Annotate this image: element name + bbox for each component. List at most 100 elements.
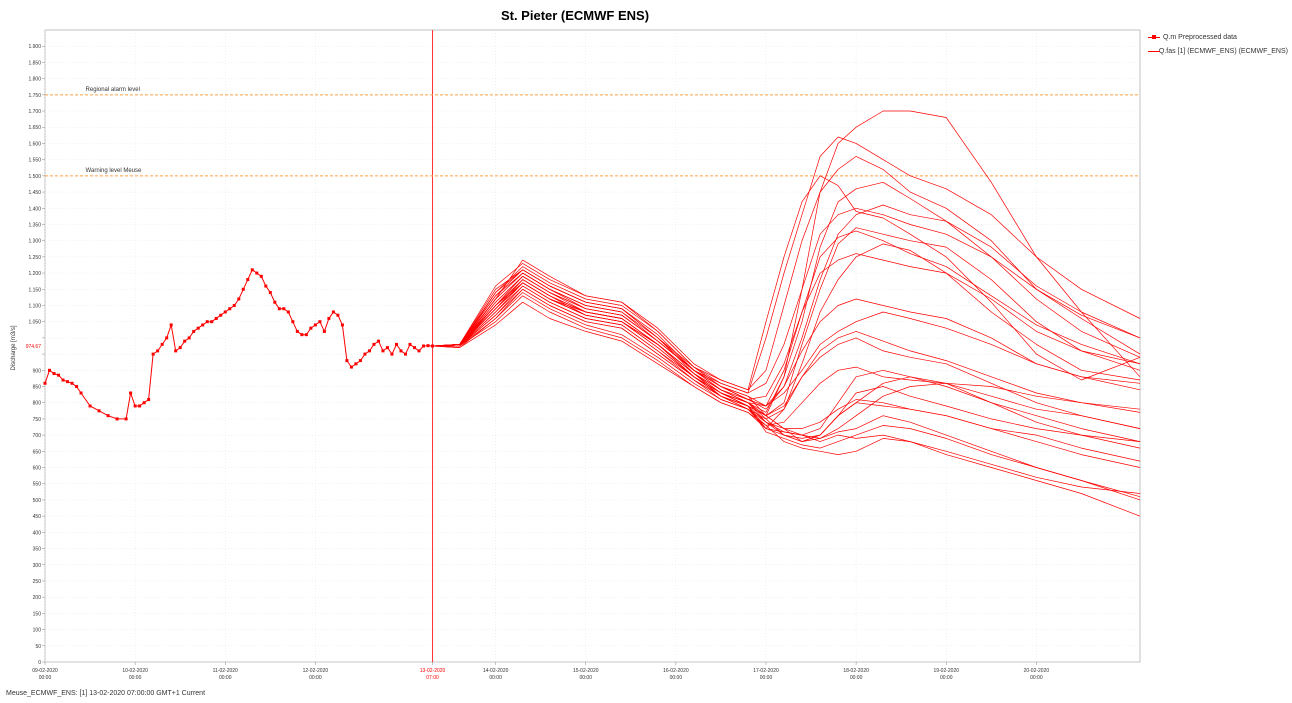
legend-label: Q.m Preprocessed data (1163, 33, 1237, 41)
observed-point (422, 344, 426, 348)
observed-point (394, 342, 398, 346)
observed-line (44, 269, 433, 420)
observed-point (205, 320, 209, 324)
observed-point (363, 352, 367, 356)
observed-point (246, 278, 250, 282)
observed-point (142, 401, 146, 405)
y-tick-label: 1.450 (28, 190, 41, 196)
y-tick-label: 1.800 (28, 77, 41, 83)
legend-item-observed[interactable]: Q.m Preprocessed data (1148, 30, 1288, 44)
x-tick-date: 12-02-2020 (303, 668, 329, 674)
observed-point (250, 268, 254, 272)
x-tick-time: 00:00 (309, 675, 322, 681)
observed-point (417, 349, 421, 353)
observed-point (169, 323, 173, 327)
x-tick-time: 00:00 (129, 675, 142, 681)
ensemble-layer (432, 110, 1141, 517)
x-tick-date: 16-02-2020 (663, 668, 689, 674)
observed-point (57, 373, 61, 377)
y-tick-label: 1.250 (28, 255, 41, 261)
ensemble-member-line (432, 207, 1141, 394)
observed-point (151, 352, 155, 356)
y-tick-label: 900 (33, 368, 42, 374)
observed-point (268, 291, 272, 295)
y-tick-label: 0 (38, 660, 41, 666)
observed-point (304, 333, 308, 337)
ensemble-member-line (432, 156, 1141, 391)
x-tick-time: 00:00 (579, 675, 592, 681)
observed-layer (43, 268, 435, 421)
observed-point (52, 372, 56, 376)
observed-point (291, 320, 295, 324)
x-tick-date: 15-02-2020 (573, 668, 599, 674)
ensemble-member-line (432, 136, 1141, 394)
observed-point (124, 417, 128, 421)
y-tick-label: 1.500 (28, 174, 41, 180)
observed-point (331, 310, 335, 314)
observed-point (201, 323, 205, 327)
observed-point (192, 329, 196, 333)
x-tick-time: 00:00 (39, 675, 52, 681)
observed-point (408, 342, 412, 346)
observed-point (178, 346, 182, 350)
x-tick-date: 14-02-2020 (483, 668, 509, 674)
x-tick-time: 00:00 (219, 675, 232, 681)
observed-point (403, 352, 407, 356)
y-tick-label: 350 (33, 547, 42, 553)
observed-point (210, 320, 214, 324)
x-tick-time: 00:00 (489, 675, 502, 681)
y-tick-label: 1.100 (28, 303, 41, 309)
ensemble-member-line (432, 292, 1141, 517)
chart-title: St. Pieter (ECMWF ENS) (500, 8, 650, 23)
ensemble-member-line (432, 285, 1141, 494)
y-tick-label: 1.850 (28, 60, 41, 66)
x-tick-date: 11-02-2020 (213, 668, 238, 674)
y-tick-label: 50 (35, 644, 41, 650)
observed-point (160, 342, 164, 346)
ensemble-member-line (432, 288, 1141, 417)
observed-point (165, 336, 169, 340)
observed-point (88, 404, 92, 408)
y-tick-label: 1.400 (28, 206, 41, 212)
y-axis-label: Discharge [m3/s] (11, 325, 17, 370)
observed-point (295, 329, 299, 333)
y-tick-label: 800 (33, 401, 42, 407)
y-tick-label: 600 (33, 466, 42, 472)
y-tick-label: 1.200 (28, 271, 41, 277)
observed-point (48, 368, 52, 372)
observed-point (232, 303, 236, 307)
x-axis: 09-02-202000:0010-02-202000:0011-02-2020… (32, 662, 1049, 681)
y-tick-label: 400 (33, 530, 42, 536)
x-tick-date: 18-02-2020 (843, 668, 869, 674)
observed-point (354, 362, 358, 366)
observed-point (322, 329, 326, 333)
observed-point (300, 333, 304, 337)
y-tick-label: 450 (33, 514, 42, 520)
observed-point (372, 342, 376, 346)
y-tick-label: 1.650 (28, 125, 41, 131)
y-tick-label: 750 (33, 417, 42, 423)
observed-point (43, 381, 47, 385)
observed-point (399, 349, 403, 353)
observed-point (327, 316, 331, 320)
observed-point (196, 326, 200, 330)
observed-point (187, 336, 191, 340)
current-value-label: 974.67 (26, 344, 42, 350)
observed-point (97, 409, 101, 413)
x-tick-date: 20-02-2020 (1024, 668, 1050, 674)
y-tick-label: 550 (33, 482, 42, 488)
observed-point (228, 307, 232, 311)
legend-line-icon (1148, 47, 1160, 55)
observed-point (309, 326, 313, 330)
status-bar: Meuse_ECMWF_ENS: [1] 13-02-2020 07:00:00… (6, 690, 206, 697)
observed-point (75, 385, 79, 389)
legend-item-ensemble[interactable]: Q.fas [1] (ECMWF_ENS) (ECMWF_ENS) (1148, 44, 1288, 58)
observed-point (70, 381, 74, 385)
y-tick-label: 1.550 (28, 158, 41, 164)
y-tick-label: 1.600 (28, 141, 41, 147)
observed-point (376, 339, 380, 343)
observed-point (367, 349, 371, 353)
observed-point (385, 346, 389, 350)
observed-point (345, 359, 349, 363)
